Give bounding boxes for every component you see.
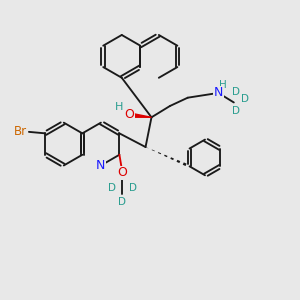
Text: D: D (118, 197, 126, 207)
Text: N: N (96, 159, 106, 172)
Text: D: D (232, 106, 240, 116)
Text: D: D (241, 94, 248, 104)
Text: D: D (108, 183, 116, 193)
Text: H: H (219, 80, 227, 90)
Text: O: O (117, 166, 127, 179)
Text: O: O (124, 108, 134, 122)
Text: N: N (214, 86, 223, 99)
Text: H: H (115, 102, 124, 112)
Text: Br: Br (14, 125, 27, 138)
Text: D: D (129, 183, 137, 193)
Polygon shape (128, 113, 152, 117)
Text: D: D (232, 87, 240, 97)
